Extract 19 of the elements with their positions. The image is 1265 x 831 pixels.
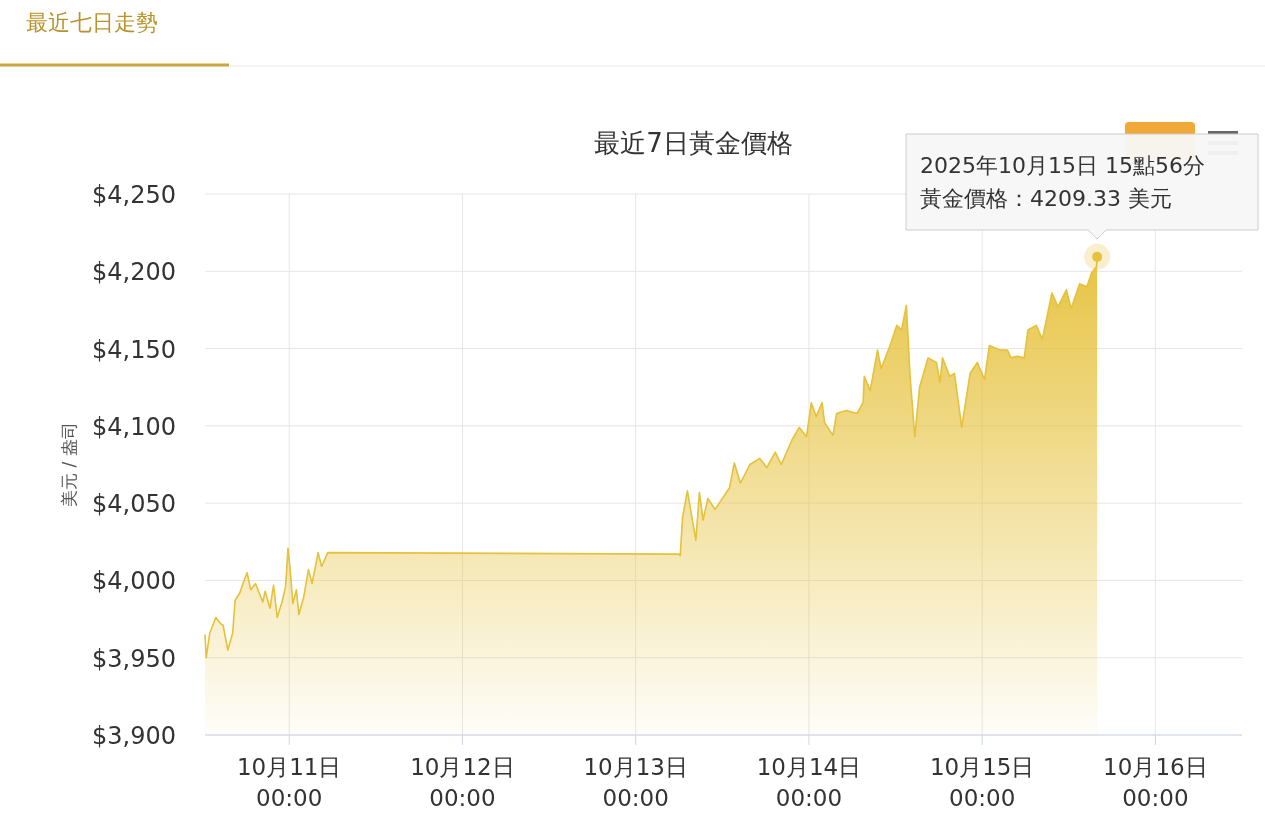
y-axis-title: 美元 / 盎司 [59, 422, 79, 507]
chart-title: 最近7日黃金價格 [594, 128, 793, 158]
x-tick-label: 10月11日 00:00 [236, 754, 342, 811]
x-tick-label: 10月12日 00:00 [410, 754, 515, 811]
y-tick-label: $4,050 [92, 490, 176, 519]
value-tooltip: 2025年10月15日 15點56分 黃金價格：4209.33 美元 [905, 133, 1259, 240]
y-tick-label: $4,100 [92, 412, 176, 441]
y-tick-label: $4,000 [92, 567, 176, 596]
y-tick-label: $4,200 [92, 258, 176, 287]
x-tick-label: 10月13日 00:00 [583, 754, 688, 811]
x-tick-label: 10月14日 00:00 [756, 754, 862, 811]
x-tick-label: 10月16日 00:00 [1103, 754, 1208, 811]
chart-subtitle: 最近七日走勢 [26, 10, 158, 35]
x-tick-label: 10月15日 00:00 [929, 754, 1035, 811]
y-tick-label: $4,150 [92, 335, 176, 364]
y-tick-label: $3,900 [92, 722, 176, 750]
annotation: 黃金價格：4209.33 美元 [920, 186, 1172, 211]
y-tick-label: $3,950 [92, 644, 176, 673]
y-tick-label: $4,250 [92, 181, 176, 209]
